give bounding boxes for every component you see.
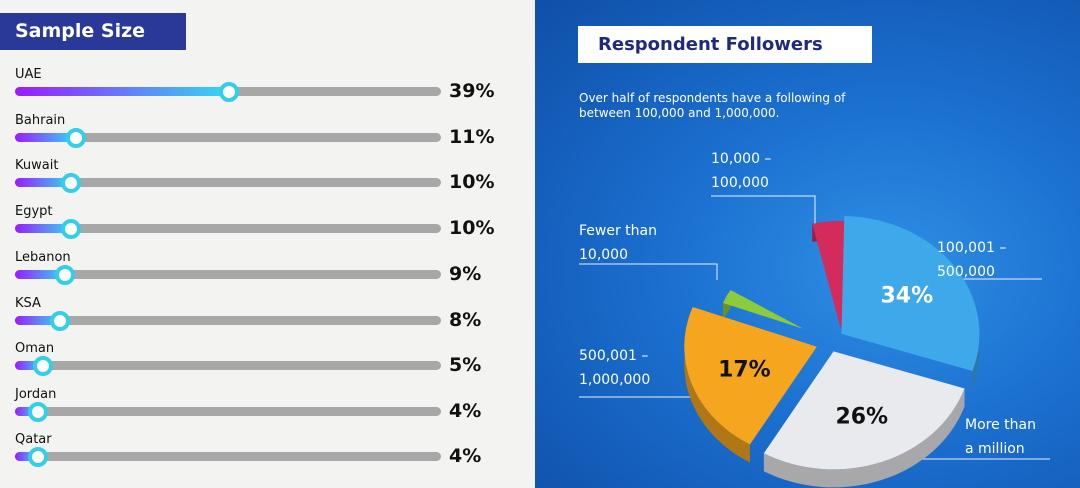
bar-row-egypt: Egypt 10% bbox=[0, 204, 535, 250]
bar-row-lebanon: Lebanon 9% bbox=[0, 250, 535, 296]
bar-value-label: 10% bbox=[449, 171, 495, 193]
bar-value-label: 10% bbox=[449, 217, 495, 239]
bar-fill bbox=[15, 361, 43, 370]
slice-label-line: 1,000,000 bbox=[579, 372, 651, 388]
pie-slice bbox=[722, 289, 804, 329]
bar-track bbox=[15, 224, 441, 233]
bar-knob bbox=[49, 311, 70, 331]
bar-track bbox=[15, 407, 441, 416]
bar-category-label: Egypt bbox=[15, 204, 53, 219]
slice-label-line: 100,000 bbox=[711, 175, 769, 191]
sample-size-title-box: Sample Size bbox=[0, 13, 186, 50]
slice-label-100001-500000: 100,001 – 500,000 bbox=[937, 236, 1006, 284]
bar-fill bbox=[15, 452, 37, 461]
bar-knob bbox=[219, 82, 239, 102]
slice-label-line: 10,000 – bbox=[711, 151, 772, 167]
bar-row-kuwait: Kuwait 10% bbox=[0, 158, 535, 204]
slice-label-line: a million bbox=[965, 441, 1025, 457]
bar-track bbox=[15, 178, 441, 187]
bar-row-jordan: Jordan 4% bbox=[0, 387, 535, 433]
sample-size-title: Sample Size bbox=[15, 20, 146, 42]
bar-category-label: Kuwait bbox=[15, 158, 59, 173]
bar-fill bbox=[15, 407, 37, 416]
bar-fill bbox=[15, 316, 59, 325]
bar-knob bbox=[66, 128, 87, 148]
bar-value-label: 5% bbox=[449, 354, 482, 376]
slice-label-line: Fewer than bbox=[579, 223, 657, 239]
bar-knob bbox=[27, 447, 48, 467]
bar-category-label: Bahrain bbox=[15, 113, 66, 128]
bar-category-label: Lebanon bbox=[15, 250, 71, 265]
bar-knob bbox=[33, 356, 54, 376]
bar-row-bahrain: Bahrain 11% bbox=[0, 113, 535, 159]
pie-slice bbox=[841, 215, 980, 372]
slice-label-line: 500,000 bbox=[937, 264, 995, 280]
leader-line-10000-100000 bbox=[711, 195, 816, 224]
bar-knob bbox=[27, 402, 48, 422]
bar-row-oman: Oman 5% bbox=[0, 341, 535, 387]
respondent-followers-title: Respondent Followers bbox=[598, 34, 823, 55]
bar-category-label: UAE bbox=[15, 67, 42, 82]
bar-fill bbox=[15, 87, 228, 96]
slice-label-10000-100000: 10,000 – 100,000 bbox=[711, 147, 771, 195]
bar-category-label: Jordan bbox=[15, 387, 57, 402]
sample-size-panel bbox=[0, 0, 535, 488]
respondent-followers-title-box: Respondent Followers bbox=[578, 26, 872, 63]
slice-label-line: 10,000 bbox=[579, 247, 628, 263]
pie-slice bbox=[684, 306, 817, 445]
bar-value-label: 39% bbox=[449, 80, 495, 102]
bar-value-label: 8% bbox=[449, 309, 482, 331]
slice-label-line: 100,001 – bbox=[937, 240, 1007, 256]
bar-track bbox=[15, 316, 441, 325]
bar-value-label: 4% bbox=[449, 400, 482, 422]
pie-slice-value-label: 17% bbox=[718, 358, 771, 383]
slice-label-500001-1000000: 500,001 – 1,000,000 bbox=[579, 344, 650, 392]
leader-line-500001-1000000 bbox=[579, 392, 705, 398]
bar-track bbox=[15, 361, 441, 370]
bar-knob bbox=[60, 219, 81, 239]
slice-label-more-than-a-million: More than a million bbox=[965, 413, 1036, 461]
slice-label-line: 500,001 – bbox=[579, 348, 649, 364]
bar-row-uae: UAE 39% bbox=[0, 67, 535, 113]
bar-category-label: Qatar bbox=[15, 432, 52, 447]
bar-value-label: 4% bbox=[449, 445, 482, 467]
bar-row-ksa: KSA 8% bbox=[0, 296, 535, 342]
bar-track bbox=[15, 133, 441, 142]
leader-line-fewer-than-10000 bbox=[579, 263, 718, 280]
bar-fill bbox=[15, 178, 70, 187]
bar-category-label: KSA bbox=[15, 296, 41, 311]
bar-fill bbox=[15, 270, 65, 279]
bar-track bbox=[15, 270, 441, 279]
pie-slice-side bbox=[763, 388, 965, 488]
bar-value-label: 11% bbox=[449, 126, 495, 148]
slice-label-fewer-than-10000: Fewer than 10,000 bbox=[579, 219, 657, 267]
bar-row-qatar: Qatar 4% bbox=[0, 432, 535, 478]
bar-fill bbox=[15, 224, 70, 233]
bar-knob bbox=[60, 173, 81, 193]
pie-slice-value-label: 34% bbox=[880, 283, 933, 308]
respondent-followers-description: Over half of respondents have a followin… bbox=[579, 91, 846, 120]
slice-label-line: More than bbox=[965, 417, 1036, 433]
pie-slice-value-label: 26% bbox=[835, 404, 888, 429]
pie-slice bbox=[763, 351, 965, 470]
bar-knob bbox=[55, 265, 76, 285]
bar-fill bbox=[15, 133, 76, 142]
bar-value-label: 9% bbox=[449, 263, 482, 285]
bar-category-label: Oman bbox=[15, 341, 55, 356]
bar-track bbox=[15, 452, 441, 461]
